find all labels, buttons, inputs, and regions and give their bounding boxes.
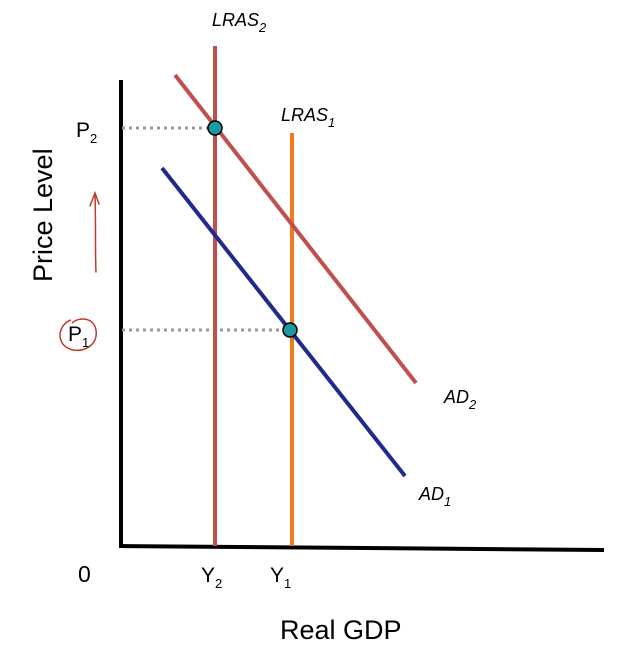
lras2-label: LRAS2 xyxy=(212,10,267,35)
equilibrium-point-1 xyxy=(282,322,298,338)
y2-tick-label: Y2 xyxy=(201,564,222,591)
p1-circle-annotation xyxy=(59,318,97,352)
up-arrow-annotation xyxy=(89,190,100,273)
x-axis xyxy=(118,544,605,552)
p1-tick-label: P1 xyxy=(68,323,89,350)
ad2-label: AD2 xyxy=(443,387,477,412)
lras1-label: LRAS1 xyxy=(281,105,335,130)
y-axis-title: Price Level xyxy=(28,148,58,282)
equilibrium-point-2 xyxy=(207,120,223,136)
x-axis-title: Real GDP xyxy=(280,615,402,645)
ad1-label: AD1 xyxy=(418,484,451,509)
y1-tick-label: Y1 xyxy=(270,564,291,591)
origin-label: 0 xyxy=(78,561,91,587)
ad1-line xyxy=(160,166,407,478)
p2-tick-label: P2 xyxy=(76,119,97,146)
